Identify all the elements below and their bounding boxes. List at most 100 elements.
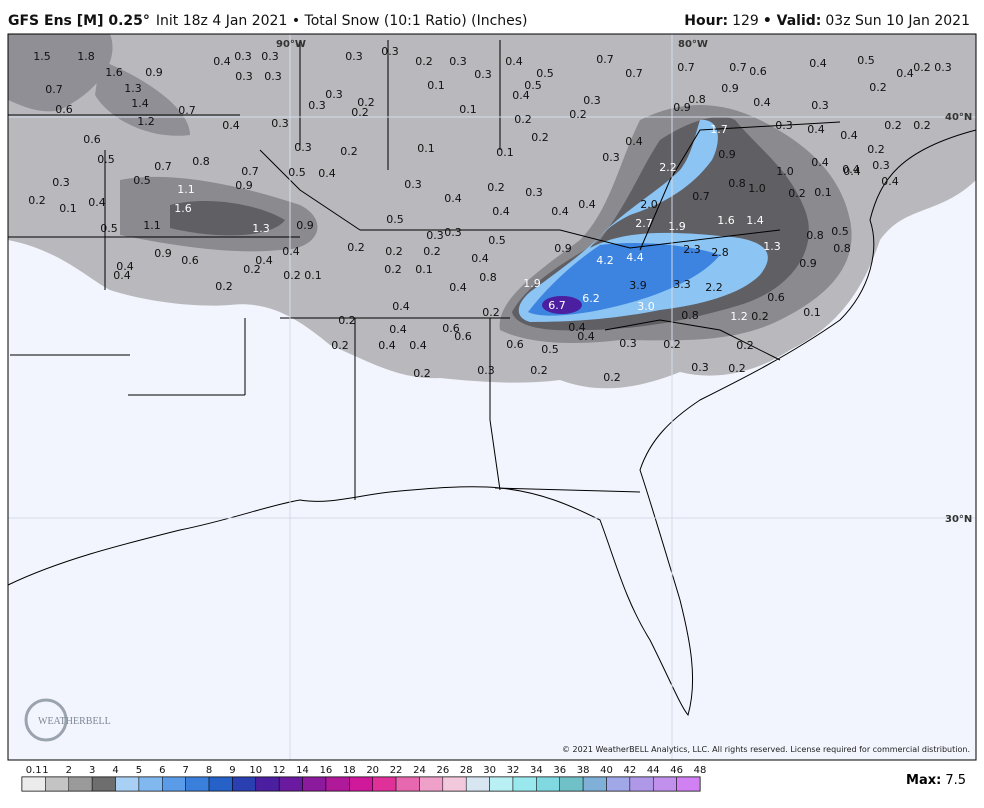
snow-label: 0.5	[97, 153, 115, 166]
snow-label: 0.4	[896, 67, 914, 80]
snow-label: 0.4	[568, 321, 586, 334]
colorbar-label: 5	[136, 765, 142, 776]
snow-label: 0.2	[788, 187, 806, 200]
colorbar-swatch	[395, 776, 420, 792]
snow-label: 0.5	[386, 213, 404, 226]
snow-label: 0.5	[288, 166, 306, 179]
valid: 03z Sun 10 Jan 2021	[825, 13, 970, 29]
snow-label: 0.2	[569, 108, 587, 121]
snow-label: 0.2	[338, 314, 356, 327]
colorbar: 0.1 1 2 3 4 5 6 7 8 9 10 12 14 16 18 20 22 24 26 28 30 32 34 36…	[21, 765, 706, 792]
snow-label: 1.3	[124, 82, 142, 95]
map-frame	[7, 33, 977, 761]
snow-label: 1.4	[746, 214, 764, 227]
snow-label: 0.2	[413, 367, 431, 380]
snow-label: 1.3	[763, 240, 781, 253]
snow-label: 0.4	[392, 300, 410, 313]
snow-label: 0.4	[811, 156, 829, 169]
snow-label: 0.4	[512, 89, 530, 102]
colorbar-swatch	[255, 776, 280, 792]
description: Init 18z 4 Jan 2021 • Total Snow (10:1 R…	[156, 13, 528, 29]
snow-label: 0.2	[884, 119, 902, 132]
snow-label: 2.3	[683, 243, 701, 256]
snow-label: 0.4	[625, 135, 643, 148]
snow-label: 1.5	[33, 50, 51, 63]
snow-label: 0.4	[255, 254, 273, 267]
snow-label: 0.8	[806, 229, 824, 242]
colorbar-swatch	[91, 776, 116, 792]
snow-label: 1.6	[717, 214, 735, 227]
snow-label: 0.4	[809, 57, 827, 70]
coastline	[7, 129, 977, 717]
colorbar-label: 0.1	[26, 765, 42, 776]
snow-gray	[8, 34, 113, 112]
colorbar-label: 42	[623, 765, 636, 776]
snow-label: 3.9	[629, 279, 647, 292]
snow-label: 1.7	[710, 123, 728, 136]
snow-label: 0.9	[296, 219, 314, 232]
colorbar-label: 28	[460, 765, 473, 776]
state-borders	[8, 40, 841, 500]
snow-label: 0.3	[602, 151, 620, 164]
valid-label: • Valid:	[763, 13, 822, 29]
snow-label: 0.1	[427, 79, 445, 92]
colorbar-label: 14	[296, 765, 309, 776]
snow-label: 0.4	[577, 330, 595, 343]
snow-label: 0.3	[691, 361, 709, 374]
snow-label: 0.4	[409, 339, 427, 352]
lat-label: 30°N	[945, 514, 972, 525]
snow-label: 0.7	[596, 53, 614, 66]
lon-label: 90°W	[276, 39, 306, 50]
snow-label: 0.4	[471, 252, 489, 265]
snow-label: 0.4	[389, 323, 407, 336]
snow-label: 0.2	[331, 339, 349, 352]
snow-label: 0.4	[116, 260, 134, 273]
model: GFS Ens [M] 0.25°	[8, 13, 150, 29]
snow-label: 1.8	[77, 50, 95, 63]
snow-label: 2.0	[640, 198, 658, 211]
snow-label: 0.9	[721, 82, 739, 95]
snow-label: 1.2	[137, 115, 155, 128]
snow-label: 0.9	[145, 66, 163, 79]
snow-label: 0.2	[415, 55, 433, 68]
snow-label: 0.4	[378, 339, 396, 352]
snow-label: 2.2	[659, 161, 677, 174]
lon-label: 80°W	[678, 39, 708, 50]
snow-label: 0.3	[234, 50, 252, 63]
snow-label: 0.3	[775, 119, 793, 132]
snow-label: 0.2	[867, 143, 885, 156]
snow-label: 0.5	[831, 225, 849, 238]
snow-label: 0.2	[384, 263, 402, 276]
snow-label: 0.3	[294, 141, 312, 154]
map: 90°W 80°W 40°N 30°N 1.5 1.81.6 0.90.7 1.31.…	[7, 34, 977, 760]
colorbar-swatch	[232, 776, 257, 792]
snow-label: 0.4	[113, 269, 131, 282]
max-value: 7.5	[945, 773, 966, 788]
snow-label: 0.7	[677, 61, 695, 74]
snow-label: 0.3	[525, 186, 543, 199]
colorbar-swatch	[489, 776, 514, 792]
colorbar-swatch	[419, 776, 444, 792]
colorbar-label: 16	[320, 765, 333, 776]
snow-label: 6.2	[582, 292, 600, 305]
snow-label: 0.2	[751, 310, 769, 323]
snow-label: 0.2	[514, 113, 532, 126]
snow-label: 1.9	[668, 220, 686, 233]
snow-label: 0.4	[318, 167, 336, 180]
snow-purple	[542, 296, 582, 314]
colorbar-swatch	[278, 776, 303, 792]
snow-label: 0.9	[673, 101, 691, 114]
colorbar-swatch	[302, 776, 327, 792]
snow-label: 0.5	[133, 174, 151, 187]
snow-label: 0.6	[506, 338, 524, 351]
snow-label: 0.3	[235, 70, 253, 83]
snow-label: 1.6	[174, 202, 192, 215]
snow-label: 0.4	[213, 55, 231, 68]
snow-label: 0.2	[243, 263, 261, 276]
snow-label: 0.3	[404, 178, 422, 191]
snow-label: 0.3	[325, 88, 343, 101]
snow-label: 0.3	[872, 159, 890, 172]
snow-label: 2.8	[711, 246, 729, 259]
snow-label: 0.5	[488, 234, 506, 247]
snow-label: 0.2	[340, 145, 358, 158]
